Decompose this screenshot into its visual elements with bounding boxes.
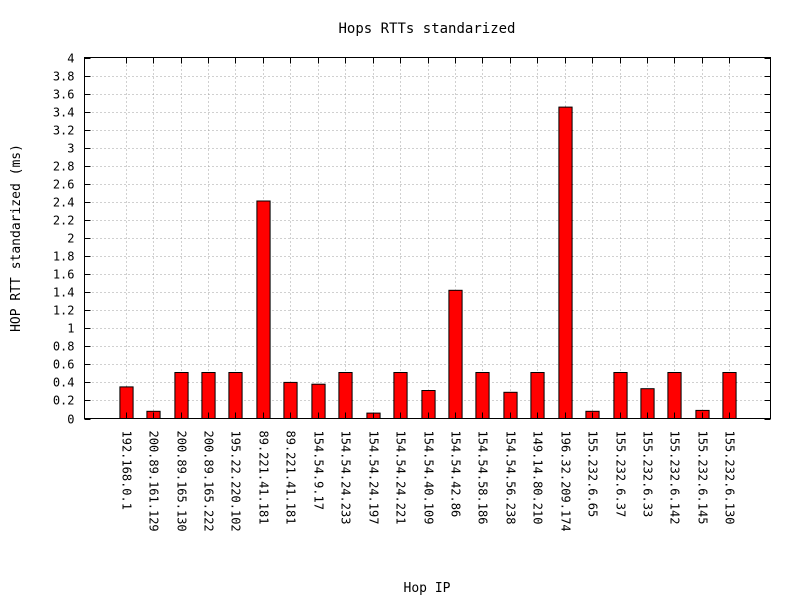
bar [613,372,628,419]
x-tick-label: 155.232.6.37 [614,431,628,518]
y-tick-label: 0.6 [53,358,75,372]
y-tick-label: 3 [67,142,74,156]
y-tick-label: 4 [67,52,74,66]
y-tick-label: 0.8 [53,340,75,354]
y-tick-label: 3.8 [53,70,75,84]
bars [119,106,737,420]
bar [338,372,353,419]
y-tick-label: 3.6 [53,88,75,102]
grid [84,57,771,419]
x-tick-label: 192.168.0.1 [120,431,134,510]
x-axis-ticks: 192.168.0.1 200.89.161.129 200.89.165.130 2… [120,57,737,532]
bar [393,372,408,419]
y-axis-label: HOP RTT standarized (ms) [9,144,24,332]
y-tick-label: 1 [67,322,74,336]
bar [530,372,545,419]
x-tick-label: 149.14.80.210 [531,431,545,525]
x-tick-label: 154.54.24.221 [394,431,408,525]
x-tick-label: 154.54.40.109 [422,431,436,525]
bar [558,106,573,419]
bar [722,372,737,419]
x-tick-label: 155.232.6.142 [668,431,682,525]
bar [201,372,216,419]
y-tick-label: 0 [67,413,74,427]
x-tick-label: 196.32.209.174 [559,431,573,532]
bar [667,372,682,419]
y-axis-ticks: 0 0.2 0.4 0.6 0.8 1 1.2 1.4 1.6 1.8 2 2.2 2.4 2.6 2.8 3… [53,52,771,427]
y-tick-label: 3.4 [53,106,75,120]
bar [228,372,243,419]
y-tick-label: 2.2 [53,214,75,228]
y-tick-label: 1.4 [53,286,75,300]
x-tick-label: 154.54.9.17 [312,431,326,510]
x-tick-label: 154.54.56.238 [504,431,518,525]
y-tick-label: 0.2 [53,394,75,408]
x-tick-label: 154.54.24.197 [367,431,381,525]
y-tick-label: 2 [67,232,74,246]
x-tick-label: 154.54.42.86 [449,431,463,518]
x-tick-label: 155.232.6.33 [641,431,655,518]
y-tick-label: 1.8 [53,250,75,264]
x-tick-label: 200.89.161.129 [147,431,161,532]
plot-frame [84,57,771,419]
x-tick-label: 200.89.165.130 [175,431,189,532]
y-tick-label: 0.4 [53,376,75,390]
y-tick-label: 2.6 [53,178,75,192]
y-tick-label: 2.8 [53,160,75,174]
y-tick-label: 1.6 [53,268,75,282]
x-tick-label: 89.221.41.181 [257,431,271,525]
bar [448,289,463,419]
x-tick-label: 155.232.6.65 [586,431,600,518]
x-tick-label: 200.89.165.222 [202,431,216,532]
x-tick-label: 155.232.6.130 [723,431,737,525]
x-tick-label: 154.54.58.186 [476,431,490,525]
chart-title: Hops RTTs standarized [338,21,515,37]
bar [475,372,490,419]
y-tick-label: 2.4 [53,196,75,210]
x-tick-label: 154.54.24.233 [339,431,353,525]
x-tick-label: 195.22.220.102 [229,431,243,532]
bar [256,200,271,419]
x-tick-label: 155.232.6.145 [696,431,710,525]
y-tick-label: 1.2 [53,304,75,318]
x-axis-label: Hop IP [404,581,451,596]
bar [174,372,189,419]
y-tick-label: 3.2 [53,124,75,138]
x-tick-label: 89.221.41.181 [284,431,298,525]
